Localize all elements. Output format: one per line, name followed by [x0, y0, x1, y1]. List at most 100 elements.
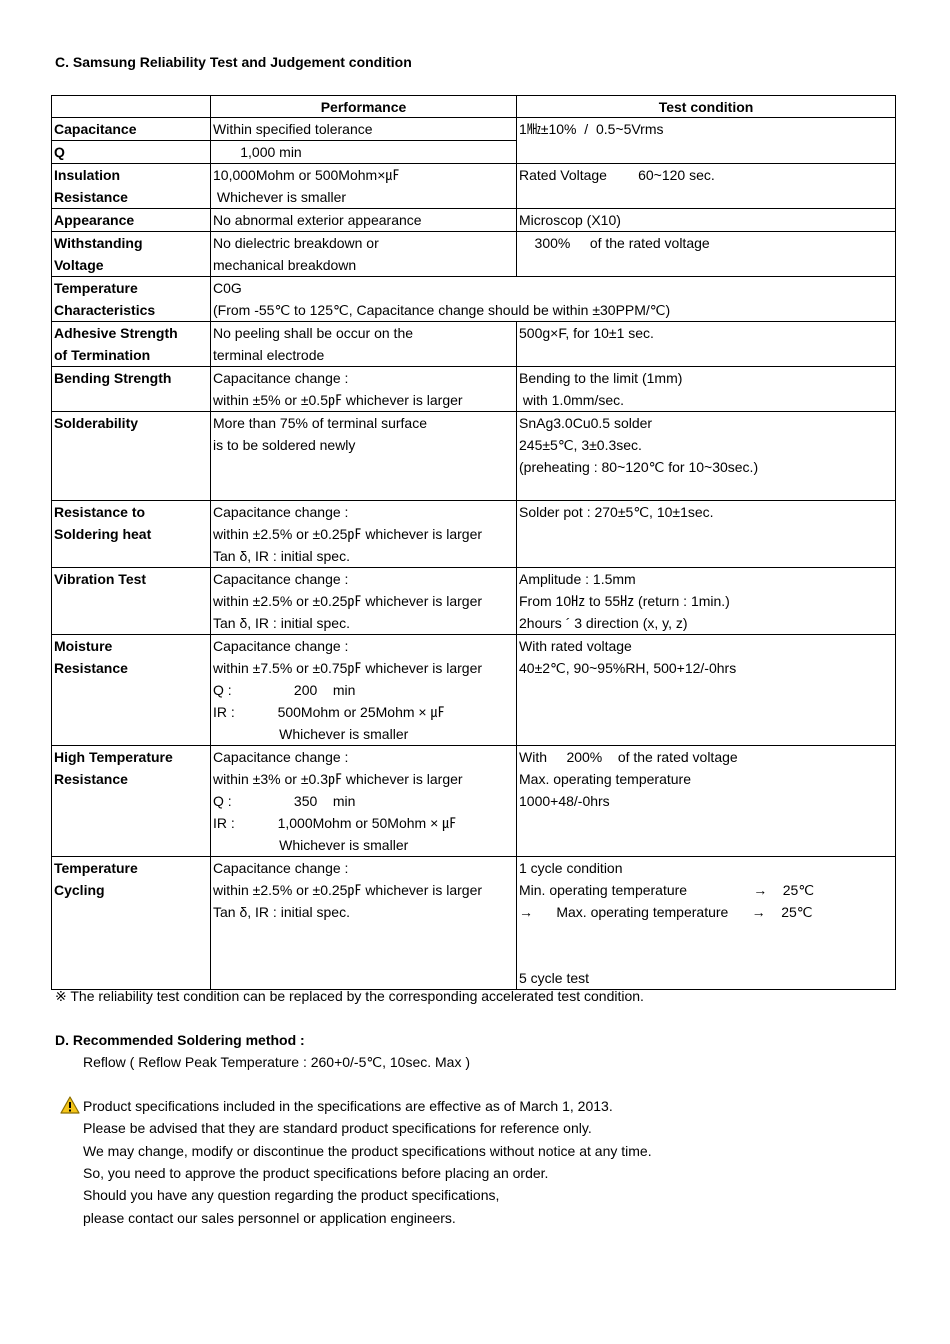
test-condition-cell: 1㎒±10% / 0.5~5Vrms [516, 117, 896, 164]
cell-line [54, 967, 208, 989]
cell-line [519, 545, 893, 567]
cell-line [519, 679, 893, 701]
cell-line: High Temperature [54, 749, 173, 765]
cell-line: More than 75% of terminal surface [213, 415, 427, 431]
test-condition-cell: SnAg3.0Cu0.5 solder 245±5℃, 3±0.3sec. (pre… [516, 411, 896, 501]
cell-line: No peeling shall be occur on the [213, 325, 414, 341]
performance-cell: 10,000Mohm or 500Mohm×㎌ Whichever is sma… [210, 163, 517, 209]
cell-line: Capacitance change : [213, 638, 349, 654]
cell-line: Min. operating temperature → 25℃ [519, 882, 815, 898]
performance-cell: Capacitance change : within ±7.5% or ±0.7… [210, 634, 517, 746]
cell-line [519, 523, 893, 545]
table-row: Adhesive Strength of Termination No peelin… [51, 321, 896, 367]
cell-line: mechanical breakdown [213, 257, 357, 273]
header-performance: Performance [210, 95, 517, 118]
cell-line: Resistance [54, 660, 128, 676]
test-item: Temperature Cycling [51, 856, 211, 990]
cell-line: 2hours ´ 3 direction (x, y, z) [519, 615, 688, 631]
cell-line [519, 945, 893, 967]
cell-line [54, 545, 208, 567]
test-condition-cell: With 200% of the rated voltage Max. opera… [516, 745, 896, 857]
cell-line [519, 812, 893, 834]
cell-line: 245±5℃, 3±0.3sec. [519, 437, 642, 453]
performance-cell: No abnormal exterior appearance [210, 208, 517, 232]
cell-line: Adhesive Strength [54, 325, 178, 341]
cell-line: Resistance [54, 189, 128, 205]
cell-line: is to be soldered newly [213, 437, 356, 453]
cell-line: Capacitance change : [213, 571, 349, 587]
cell-line: With 200% of the rated voltage [519, 749, 738, 765]
table-row: Temperature Characteristics C0G (From -55℃ … [51, 276, 896, 322]
cell-line: Bending Strength [54, 370, 172, 386]
cell-line: With rated voltage [519, 638, 632, 654]
cell-line: Characteristics [54, 302, 156, 318]
cell-line: within ±3% or ±0.3㎊ whichever is larger [213, 771, 463, 787]
test-condition-cell: Microscop (X10) [516, 208, 896, 232]
cell-line: 500g×F, for 10±1 sec. [519, 325, 654, 341]
cell-line [54, 478, 208, 500]
performance-cell: Capacitance change : within ±2.5% or ±0.2… [210, 500, 517, 568]
cell-line: Soldering heat [54, 526, 152, 542]
cell-line: Capacitance change : [213, 504, 349, 520]
cell-line: C0G [213, 280, 242, 296]
reliability-table: Performance Test condition Capacitance Wi… [51, 95, 896, 990]
cell-line: Resistance [54, 771, 128, 787]
notice-line: So, you need to approve the product spec… [83, 1164, 549, 1181]
cell-line [54, 790, 208, 812]
cell-line: Resistance to [54, 504, 146, 520]
performance-cell: Capacitance change : within ±5% or ±0.5㎊ … [210, 366, 517, 412]
cell-line: Capacitance change : [213, 860, 349, 876]
cell-line [519, 186, 893, 208]
cell-line [519, 478, 893, 500]
cell-line: Bending to the limit (1mm) [519, 370, 683, 386]
table-row: Insulation Resistance 10,000Mohm or 500Moh… [51, 163, 896, 209]
notice-line: Please be advised that they are standard… [83, 1120, 592, 1137]
cell-line [54, 389, 208, 411]
performance-cell: Within specified tolerance [210, 117, 517, 141]
cell-line: Voltage [54, 257, 104, 273]
cell-line: within ±7.5% or ±0.75㎊ whichever is larg… [213, 660, 483, 676]
table-header-row: Performance Test condition [51, 95, 896, 118]
cell-line: Q : 350 min [213, 793, 356, 809]
cell-line: 1㎒±10% / 0.5~5Vrms [519, 121, 664, 137]
cell-line [54, 834, 208, 856]
cell-line: within ±2.5% or ±0.25㎊ whichever is larg… [213, 593, 483, 609]
test-item: High Temperature Resistance [51, 745, 211, 857]
test-condition-cell: 300% of the rated voltage [516, 231, 896, 277]
test-condition-cell: Rated Voltage 60~120 sec. [516, 163, 896, 209]
test-item: Moisture Resistance [51, 634, 211, 746]
cell-line: Insulation [54, 167, 121, 183]
warning-triangle-icon [60, 1096, 80, 1114]
table-row: High Temperature Resistance Capacitance ch… [51, 745, 896, 857]
cell-line [213, 478, 514, 500]
cell-line: Vibration Test [54, 571, 147, 587]
cell-line: Whichever is smaller [213, 837, 409, 853]
cell-line: (preheating : 80~120℃ for 10~30sec.) [519, 459, 759, 475]
cell-line: terminal electrode [213, 347, 325, 363]
performance-cell: 1,000 min [210, 140, 517, 164]
cell-line: Amplitude : 1.5mm [519, 571, 636, 587]
cell-line: Withstanding [54, 235, 143, 251]
cell-line: Moisture [54, 638, 113, 654]
cell-line: 300% of the rated voltage [519, 235, 710, 251]
performance-cell: No dielectric breakdown or mechanical bre… [210, 231, 517, 277]
table-row: Capacitance Within specified tolerance 1㎒±… [51, 117, 896, 164]
footnote: ※ The reliability test condition can be … [55, 988, 644, 1004]
cell-line [54, 945, 208, 967]
test-item: Insulation Resistance [51, 163, 211, 209]
test-item: Solderability [51, 411, 211, 501]
cell-line [213, 945, 514, 967]
cell-line: within ±2.5% or ±0.25㎊ whichever is larg… [213, 882, 483, 898]
notice-line: We may change, modify or discontinue the… [83, 1142, 652, 1159]
cell-line: From 10㎐ to 55㎐ (return : 1min.) [519, 593, 730, 609]
cell-line: 1000+48/-0hrs [519, 793, 610, 809]
test-item: Appearance [51, 208, 211, 232]
cell-line [54, 812, 208, 834]
performance-cell: Capacitance change : within ±3% or ±0.3㎊ … [210, 745, 517, 857]
cell-line: 1,000 min [213, 144, 302, 160]
section-d-title: D. Recommended Soldering method : [55, 1032, 305, 1048]
cell-line [54, 434, 208, 456]
performance-cell: Capacitance change : within ±2.5% or ±0.2… [210, 567, 517, 635]
cell-line [54, 612, 208, 634]
cell-line: (From -55℃ to 125℃, Capacitance change s… [213, 302, 671, 318]
